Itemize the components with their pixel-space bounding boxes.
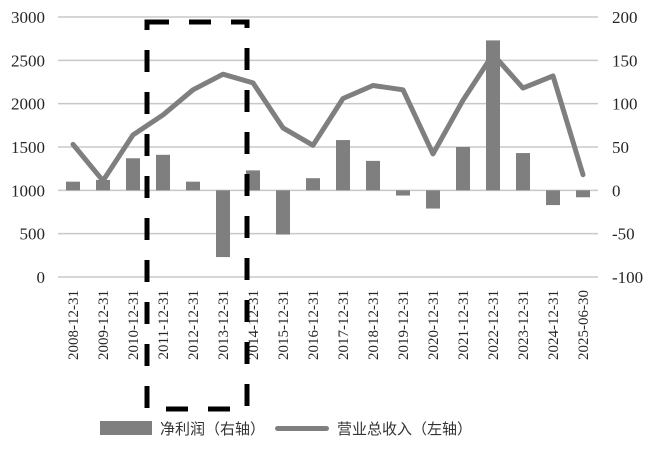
x-tick-label: 2024-12-31 bbox=[546, 290, 562, 360]
bar bbox=[396, 190, 410, 196]
x-tick-label: 2009-12-31 bbox=[96, 290, 112, 360]
line-legend-swatch-icon bbox=[275, 425, 330, 431]
x-tick-label: 2010-12-31 bbox=[126, 290, 142, 360]
bar bbox=[156, 154, 170, 191]
revenue-polyline bbox=[70, 51, 586, 184]
x-tick-label: 2016-12-31 bbox=[306, 290, 322, 360]
left-tick-label: 1000 bbox=[11, 181, 45, 200]
x-tick-label: 2020-12-31 bbox=[426, 290, 442, 360]
bar-legend-swatch-icon bbox=[100, 421, 152, 435]
line-legend-label: 营业总收入（左轴） bbox=[337, 419, 473, 438]
bar bbox=[486, 40, 500, 191]
bar bbox=[336, 140, 350, 191]
bar bbox=[96, 179, 110, 191]
bar bbox=[216, 190, 230, 258]
x-tick-label: 2022-12-31 bbox=[486, 290, 502, 360]
right-tick-label: 200 bbox=[612, 8, 638, 27]
bar bbox=[186, 181, 200, 191]
legend: 净利润（右轴） 营业总收入（左轴） bbox=[100, 416, 472, 440]
net-profit-bars bbox=[66, 40, 590, 258]
left-tick-label: 2500 bbox=[11, 51, 45, 70]
x-tick-label: 2015-12-31 bbox=[276, 290, 292, 360]
right-tick-label: 0 bbox=[612, 181, 621, 200]
right-tick-label: -100 bbox=[612, 268, 643, 287]
bar bbox=[426, 190, 440, 209]
left-tick-label: 2000 bbox=[11, 95, 45, 114]
x-tick-label: 2011-12-31 bbox=[156, 290, 172, 359]
left-axis-ticks: 0 500 1000 1500 2000 2500 3000 bbox=[11, 8, 45, 287]
bar bbox=[576, 190, 590, 198]
bar bbox=[516, 153, 530, 191]
gridlines bbox=[58, 16, 598, 278]
x-tick-label: 2023-12-31 bbox=[516, 290, 532, 360]
bar bbox=[366, 160, 380, 191]
left-tick-label: 1500 bbox=[11, 138, 45, 157]
left-tick-label: 0 bbox=[37, 268, 46, 287]
bar-legend-label: 净利润（右轴） bbox=[160, 419, 266, 438]
x-tick-label: 2008-12-31 bbox=[66, 290, 82, 360]
bar bbox=[126, 158, 140, 191]
bar bbox=[276, 190, 290, 235]
left-tick-label: 500 bbox=[20, 225, 46, 244]
bar bbox=[66, 181, 80, 191]
x-tick-label: 2025-06-30 bbox=[576, 290, 592, 360]
right-tick-label: 150 bbox=[612, 51, 638, 70]
revenue-line bbox=[70, 51, 586, 184]
x-tick-label: 2013-12-31 bbox=[216, 290, 232, 360]
right-axis-ticks: -100 -50 0 50 100 150 200 bbox=[612, 8, 643, 287]
x-tick-label: 2012-12-31 bbox=[186, 290, 202, 360]
x-tick-label: 2021-12-31 bbox=[456, 290, 472, 360]
left-tick-label: 3000 bbox=[11, 8, 45, 27]
bar bbox=[456, 147, 470, 191]
x-tick-label: 2017-12-31 bbox=[336, 290, 352, 360]
x-tick-label: 2019-12-31 bbox=[396, 290, 412, 360]
x-tick-label: 2014-12-31 bbox=[246, 290, 262, 360]
bar bbox=[546, 190, 560, 206]
right-tick-label: 50 bbox=[612, 138, 629, 157]
right-tick-label: -50 bbox=[612, 225, 635, 244]
x-axis-labels: 2008-12-31 2009-12-31 2010-12-31 2011-12-31… bbox=[66, 290, 592, 360]
x-tick-label: 2018-12-31 bbox=[366, 290, 382, 360]
highlight-dashed-box bbox=[144, 19, 250, 412]
bar bbox=[306, 178, 320, 191]
right-tick-label: 100 bbox=[612, 95, 638, 114]
